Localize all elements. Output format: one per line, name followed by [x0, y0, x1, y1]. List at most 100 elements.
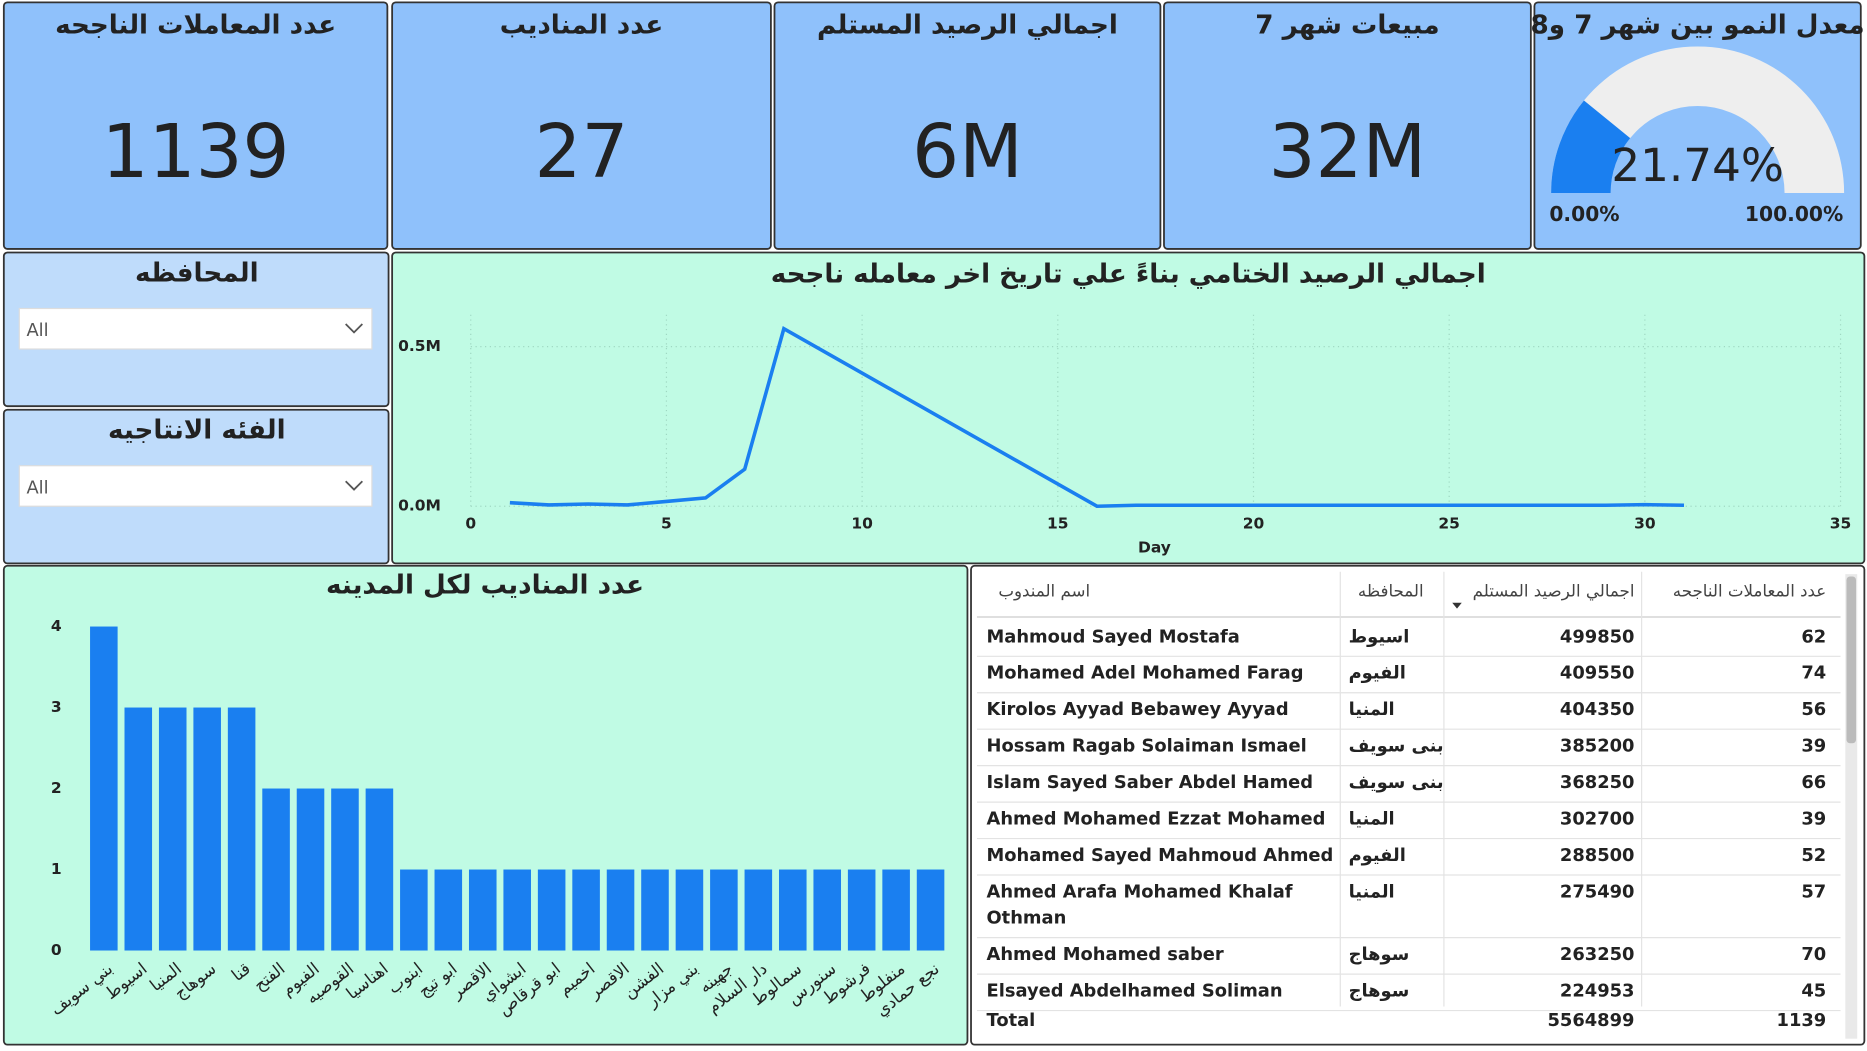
filter-title: المحافظه — [135, 258, 259, 288]
bar — [468, 869, 497, 951]
chart-title: اجمالي الرصيد الختامي بناءً علي تاريخ اخ… — [771, 260, 1486, 290]
kpi-title: عدد المعاملات الناجحه — [55, 11, 336, 41]
cell-count: 45 — [1801, 980, 1826, 1001]
bar — [710, 869, 738, 951]
cell-governorate: المنيا — [1349, 699, 1395, 720]
y-tick-label: 4 — [51, 617, 62, 635]
bar — [882, 869, 910, 951]
cell-count: 57 — [1801, 881, 1826, 902]
cell-governorate: اسيوط — [1349, 626, 1410, 647]
kpi-title: عدد المناديب — [500, 11, 663, 41]
bar — [331, 788, 359, 951]
x-tick-label: 35 — [1830, 515, 1852, 533]
cell-balance: 404350 — [1560, 699, 1635, 720]
scrollbar — [1845, 574, 1858, 1039]
bar — [779, 869, 807, 951]
cell-balance: 368250 — [1560, 772, 1635, 793]
cell-balance: 385200 — [1560, 736, 1635, 757]
panel — [1533, 1, 1862, 250]
panel — [1163, 1, 1532, 250]
cell-count: 70 — [1801, 944, 1826, 965]
cell-balance: 302700 — [1560, 808, 1635, 829]
x-tick-label: 25 — [1438, 515, 1460, 533]
panel — [773, 1, 1162, 250]
cell-name: Ahmed Mohamed Ezzat Mohamed — [987, 808, 1326, 829]
total-balance: 5564899 — [1547, 1010, 1634, 1031]
cell-governorate: المنيا — [1349, 808, 1395, 829]
gauge-title: معدل النمو بين شهر 7 و8 — [1531, 11, 1865, 41]
cell-governorate: الفيوم — [1349, 663, 1406, 684]
gauge-max: 100.00% — [1745, 202, 1843, 226]
column-header: عدد المعاملات الناجحه — [1673, 581, 1826, 600]
gauge-fill — [1551, 100, 1631, 193]
y-tick-label: 0.0M — [398, 497, 441, 515]
cell-balance: 409550 — [1560, 663, 1635, 684]
cell-name: Mohamed Sayed Mahmoud Ahmed — [987, 845, 1334, 866]
y-tick-label: 0 — [51, 941, 62, 959]
x-tick-label: 5 — [661, 515, 672, 533]
dropdown — [18, 465, 373, 507]
bar — [606, 869, 635, 951]
cell-governorate: الفيوم — [1349, 845, 1406, 866]
bar — [193, 707, 221, 951]
kpi-title: اجمالي الرصيد المستلم — [817, 11, 1118, 41]
scroll-thumb — [1846, 576, 1857, 744]
cell-name: Ahmed Arafa Mohamed Khalaf Othman — [987, 881, 1293, 928]
x-axis-label: Day — [1138, 538, 1171, 556]
x-tick-label: 20 — [1243, 515, 1265, 533]
cell-balance: 263250 — [1560, 944, 1635, 965]
x-tick-label: 15 — [1047, 515, 1069, 533]
cell-name-line: Ahmed Arafa Mohamed Khalaf — [987, 881, 1293, 902]
y-tick-label: 2 — [51, 779, 62, 797]
bar — [365, 788, 394, 951]
cell-count: 52 — [1801, 845, 1826, 866]
dropdown — [18, 307, 373, 350]
panel — [2, 1, 389, 250]
dropdown-arrow — [345, 480, 363, 491]
bar — [262, 788, 290, 951]
kpi-value: 1139 — [102, 109, 290, 195]
cell-count: 39 — [1801, 736, 1826, 757]
bar — [641, 869, 669, 951]
bar — [90, 626, 118, 951]
cell-balance: 499850 — [1560, 626, 1635, 647]
gauge-value: 21.74% — [1611, 139, 1784, 192]
y-tick-label: 3 — [51, 698, 62, 716]
bar — [537, 869, 566, 951]
bar — [572, 869, 600, 951]
cell-count: 74 — [1801, 663, 1826, 684]
cell-count: 39 — [1801, 808, 1826, 829]
y-tick-label: 1 — [51, 860, 62, 878]
dropdown-value: All — [26, 477, 48, 498]
cell-governorate: سوهاج — [1349, 980, 1410, 1001]
x-tick-label: 30 — [1634, 515, 1656, 533]
chart-title: عدد المناديب لكل المدينه — [326, 571, 644, 601]
column-header: اسم المندوب — [998, 581, 1090, 601]
cell-governorate: سوهاج — [1349, 944, 1410, 965]
cell-count: 66 — [1801, 772, 1826, 793]
bar — [916, 869, 945, 951]
x-tick-label: 0 — [465, 515, 476, 533]
bar — [400, 869, 428, 951]
kpi-value: 27 — [535, 109, 629, 195]
cell-governorate: بنى سويف — [1349, 736, 1444, 757]
cell-governorate: المنيا — [1349, 881, 1395, 902]
kpi-value: 32M — [1269, 109, 1427, 195]
panel — [391, 251, 1866, 565]
bar — [434, 869, 463, 951]
bar — [124, 707, 153, 951]
total-count: 1139 — [1777, 1010, 1827, 1031]
cell-name: Mohamed Adel Mohamed Farag — [987, 663, 1304, 684]
gauge-min: 0.00% — [1549, 202, 1619, 226]
y-tick-label: 0.5M — [398, 337, 441, 355]
bar — [158, 707, 187, 951]
dropdown-value: All — [26, 320, 48, 341]
cell-balance: 288500 — [1560, 845, 1635, 866]
kpi-title: مبيعات شهر 7 — [1255, 11, 1439, 41]
gauge-track — [1551, 46, 1845, 193]
bar — [847, 869, 876, 951]
sort-arrow — [1452, 602, 1462, 609]
x-tick-label: 10 — [851, 515, 873, 533]
cell-count: 56 — [1801, 699, 1826, 720]
